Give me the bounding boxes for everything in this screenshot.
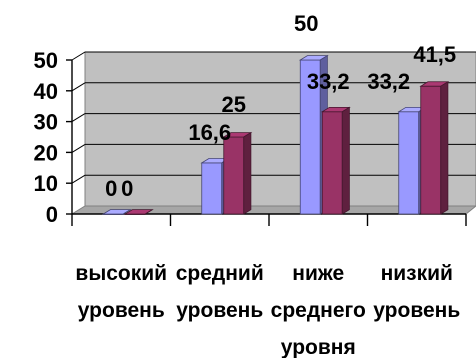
bar-side: [123, 209, 131, 215]
x-category-label-line: низкий: [381, 262, 453, 285]
bar-front: [223, 136, 245, 215]
x-category-label-line: среднего: [271, 299, 366, 322]
data-label: 0: [121, 176, 133, 201]
x-axis-labels: высокий уровень средний уровень ниже среднего…: [75, 262, 460, 359]
gridline-side: [71, 113, 86, 123]
y-tick-label: 30: [34, 110, 58, 135]
gridline-side: [71, 143, 86, 153]
x-category-label-line: ниже: [292, 262, 344, 285]
bar-side: [243, 131, 252, 215]
x-category-label-line: уровня: [281, 336, 356, 358]
data-label: 33,2: [307, 69, 350, 94]
x-category-label-line: высокий: [75, 262, 167, 285]
bar-side: [440, 81, 449, 215]
x-category-label-line: уровень: [78, 299, 165, 322]
gridline-side: [71, 82, 86, 92]
data-label: 0: [105, 176, 117, 201]
x-category-label-line: уровень: [176, 299, 263, 322]
y-tick-label: 20: [34, 140, 58, 165]
x-axis-ticks: [71, 214, 467, 226]
gridline-side: [71, 51, 86, 61]
x-category-label-line: уровень: [373, 299, 460, 322]
y-tick-label: 40: [34, 79, 58, 104]
bar-side: [145, 209, 153, 215]
data-label: 41,5: [413, 42, 456, 67]
bar-front: [398, 111, 420, 215]
data-label: 33,2: [367, 69, 410, 94]
y-tick-label: 50: [34, 48, 58, 73]
y-tick-label: 0: [46, 202, 58, 227]
x-category-label: низкий уровень: [373, 262, 460, 322]
data-label: 16,6: [188, 120, 231, 145]
x-category-label: высокий уровень: [75, 262, 167, 322]
bar-front: [321, 111, 343, 215]
data-label: 50: [294, 11, 318, 36]
y-tick-label: 10: [34, 171, 58, 196]
bars: [101, 54, 450, 215]
bar-front: [420, 85, 442, 215]
x-category-label: ниже среднего уровня: [271, 262, 366, 358]
y-axis-ticks: 0 10 20 30 40 50: [34, 48, 72, 227]
bar-side: [341, 106, 350, 215]
gridline-side: [71, 174, 86, 184]
x-category-label-line: средний: [176, 262, 264, 285]
x-category-label: средний уровень: [176, 262, 264, 322]
bar-front: [201, 162, 223, 215]
data-label: 25: [222, 92, 246, 117]
